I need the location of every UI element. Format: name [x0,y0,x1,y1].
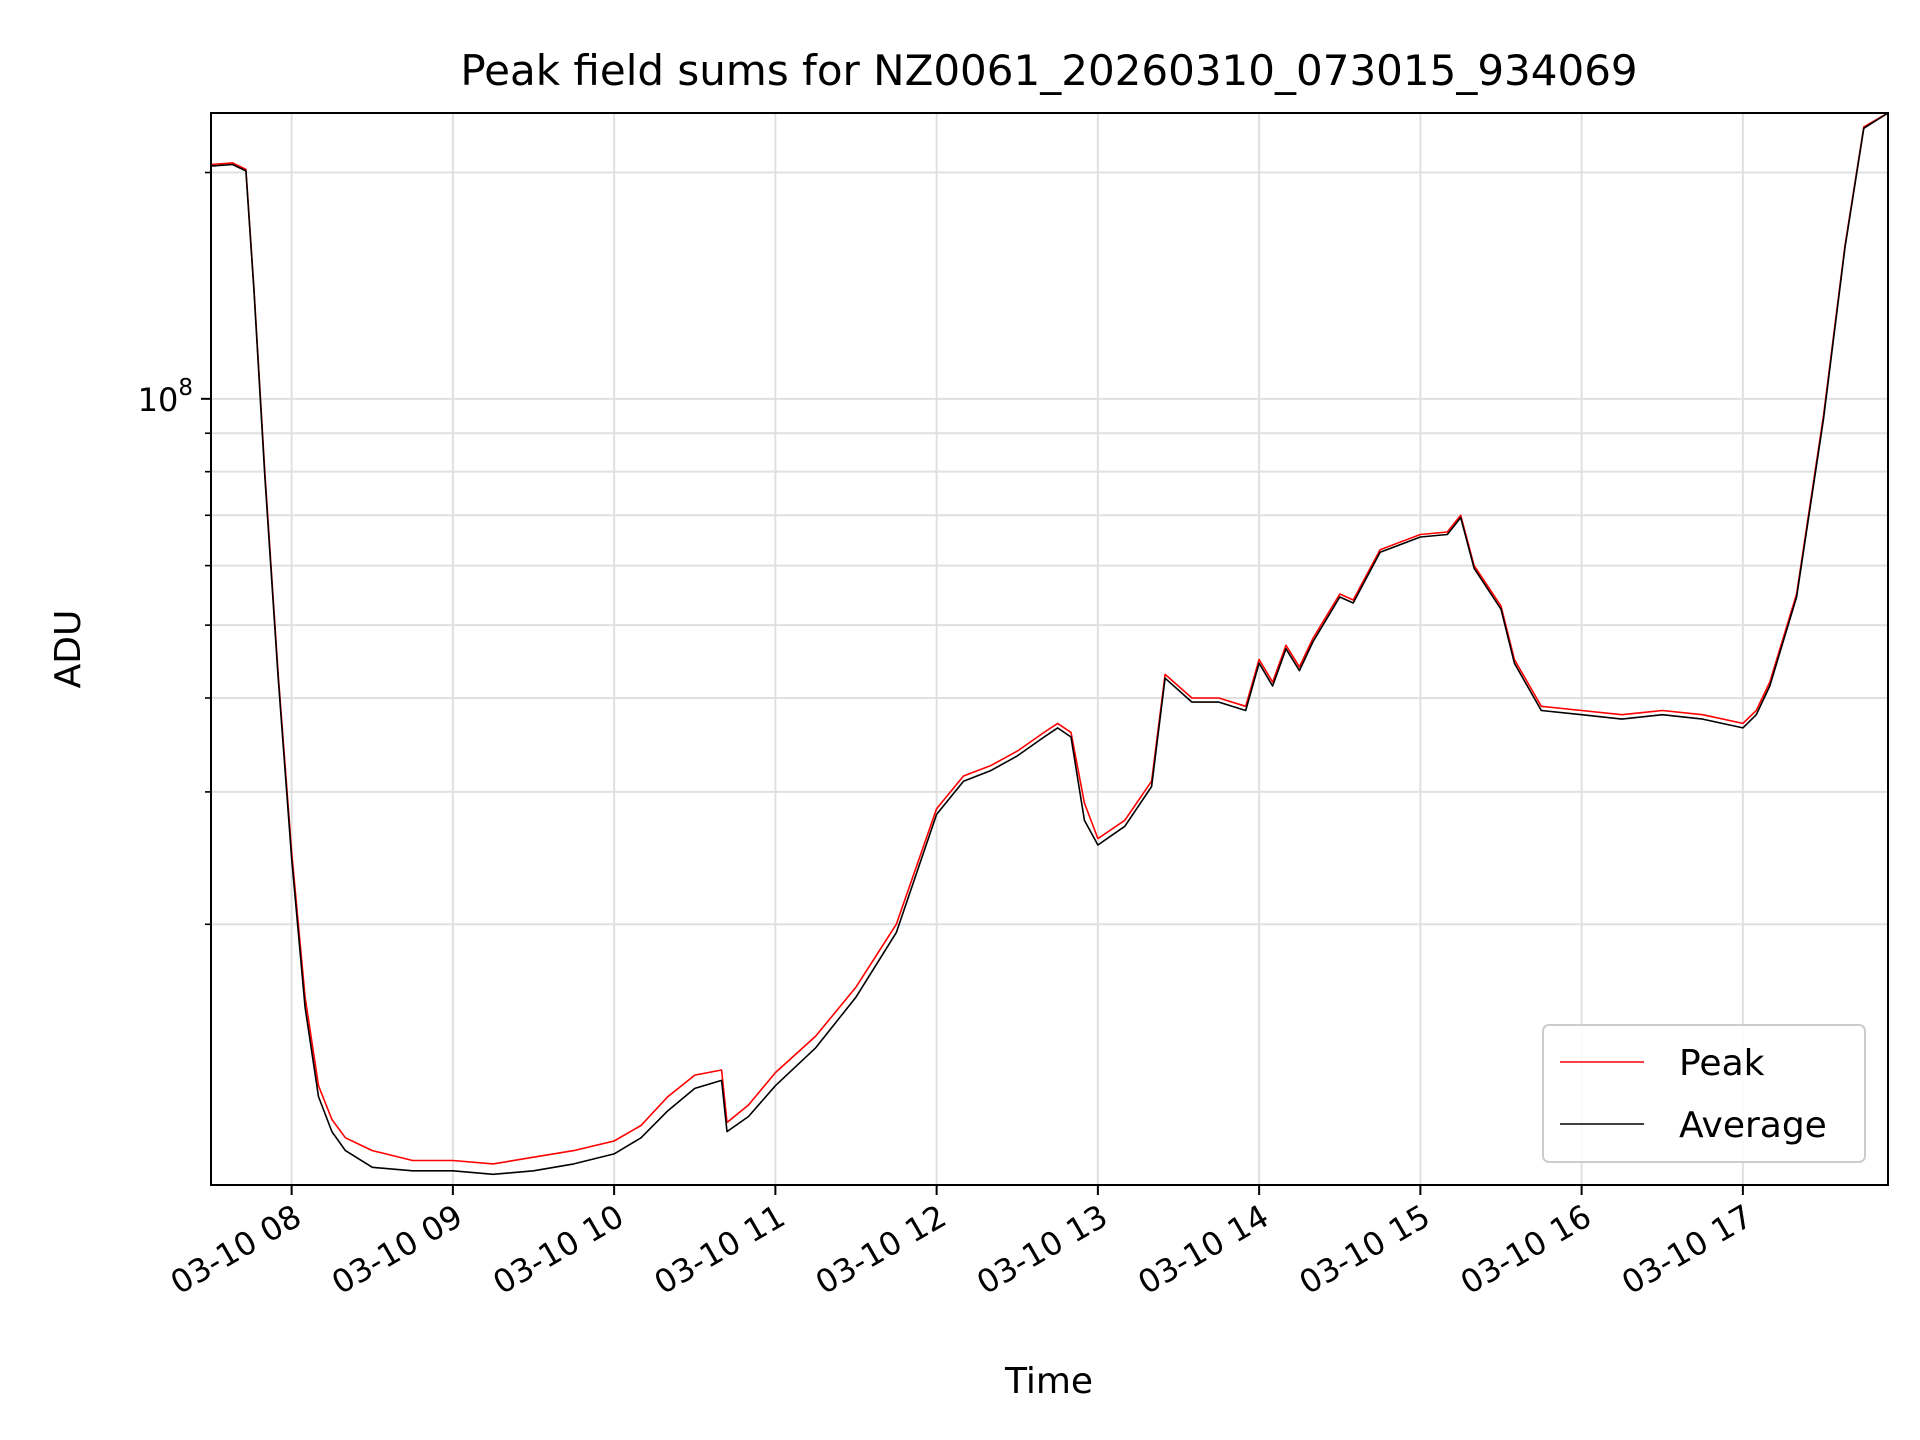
series-line-peak [210,112,1889,1165]
y-axis-label: ADU [48,610,89,689]
plot-frame [210,112,1889,1186]
series-layer [210,112,1889,1176]
legend-box [1542,1024,1866,1163]
y-axis-ticks: 108 [138,171,211,926]
x-axis-label: Time [1004,1361,1093,1402]
grid [211,113,1888,1185]
legend-label-peak: Peak [1679,1043,1765,1084]
y-tick-label: 108 [138,375,193,419]
y-tick-label-base: 10 [138,381,179,419]
series-line-average [210,112,1889,1176]
y-tick-label-exponent: 8 [178,375,193,401]
legend-label-average: Average [1679,1105,1827,1146]
legend: Peak Average [1542,1024,1866,1163]
chart-title: Peak field sums for NZ0061_20260310_0730… [460,46,1637,95]
